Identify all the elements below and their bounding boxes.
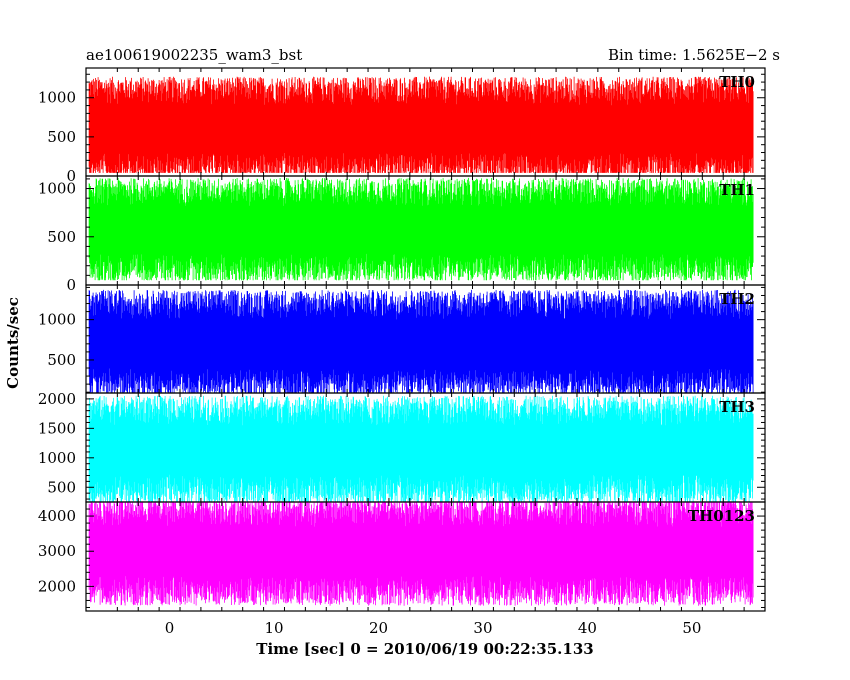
panel-th0: 0 500 1000 TH0 xyxy=(38,67,766,185)
y-tick-label: 1500 xyxy=(38,419,76,437)
y-tick-label: 1000 xyxy=(38,180,76,198)
x-tick-labels: 0 10 20 30 40 50 xyxy=(165,619,702,637)
series-th0 xyxy=(88,76,754,173)
y-tick-label: 1000 xyxy=(38,311,76,329)
y-tick-label: 1000 xyxy=(38,449,76,467)
series-th1 xyxy=(88,177,754,281)
series-th2 xyxy=(88,289,754,393)
chart-title: ae100619002235_wam3_bst xyxy=(86,46,302,64)
y-tick-label: 500 xyxy=(47,478,76,496)
panel-th0123: 2000 3000 4000 TH0123 xyxy=(38,501,766,612)
panel-th1: 0 500 1000 TH1 xyxy=(38,175,766,294)
x-tick-label: 10 xyxy=(264,619,283,637)
series-th0123 xyxy=(88,502,754,606)
panel-th3: 500 1000 1500 2000 TH3 xyxy=(38,390,766,503)
x-tick-label: 20 xyxy=(369,619,388,637)
x-tick-label: 50 xyxy=(682,619,701,637)
panels: 0 500 1000 TH0 0 500 1000 TH1 500 1000 TH2 500 1000 1… xyxy=(38,67,766,612)
y-tick-label: 2000 xyxy=(38,577,76,595)
y-tick-label: 4000 xyxy=(38,507,76,525)
y-tick-label: 1000 xyxy=(38,89,76,107)
x-tick-label: 40 xyxy=(578,619,597,637)
y-tick-label: 500 xyxy=(47,128,76,146)
series-th3 xyxy=(88,395,754,502)
series-label: TH0 xyxy=(719,73,755,91)
y-tick-label: 0 xyxy=(66,167,76,185)
panel-th2: 500 1000 TH2 xyxy=(38,284,766,394)
y-tick-label: 500 xyxy=(47,351,76,369)
series-label: TH3 xyxy=(719,398,755,416)
y-tick-label: 2000 xyxy=(38,390,76,408)
bin-time-label: Bin time: 1.5625E−2 s xyxy=(608,46,780,64)
series-label: TH1 xyxy=(719,181,755,199)
x-tick-label: 0 xyxy=(165,619,175,637)
y-tick-label: 500 xyxy=(47,228,76,246)
series-label: TH0123 xyxy=(688,507,755,525)
x-tick-label: 30 xyxy=(473,619,492,637)
y-tick-label: 3000 xyxy=(38,542,76,560)
series-label: TH2 xyxy=(719,290,755,308)
x-axis-label: Time [sec] 0 = 2010/06/19 00:22:35.133 xyxy=(256,640,593,658)
y-tick-label: 0 xyxy=(66,276,76,294)
y-axis-label: Counts/sec xyxy=(4,297,22,389)
panel-frame xyxy=(85,501,766,612)
